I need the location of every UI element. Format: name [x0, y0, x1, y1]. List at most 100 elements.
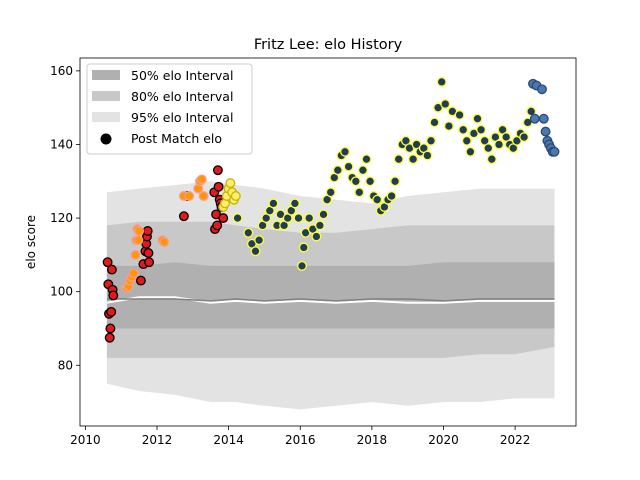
data-point-s3-61 — [458, 124, 469, 135]
data-point-s0-8 — [108, 290, 119, 301]
data-point-s3-42 — [386, 191, 397, 201]
data-point-s3-71 — [494, 139, 504, 150]
median-line — [106, 298, 555, 302]
y-axis: 80 100 120 140 160 — [50, 64, 80, 372]
y-tick-label-0: 80 — [58, 358, 73, 372]
data-point-s3-68 — [483, 143, 494, 154]
data-point-s0-9 — [135, 275, 146, 286]
legend-label-95: 95% elo Interval — [131, 110, 233, 125]
data-point-s3-3 — [250, 246, 261, 257]
data-point-s1-13 — [184, 191, 195, 201]
data-point-s1-16 — [196, 174, 207, 185]
data-point-s1-17 — [198, 191, 209, 201]
data-point-s3-43 — [390, 176, 401, 187]
x-tick-label-0: 2010 — [70, 433, 101, 447]
data-point-s4-5 — [540, 126, 551, 137]
data-point-s3-34 — [357, 165, 368, 176]
data-point-s0-22 — [212, 220, 223, 231]
data-point-s0-24 — [213, 181, 224, 192]
data-point-s3-4 — [254, 235, 265, 246]
legend-label-post-match: Post Match elo — [131, 131, 222, 146]
x-tick-label-5: 2020 — [428, 433, 459, 447]
data-point-s2-7 — [230, 191, 241, 201]
data-point-s3-15 — [293, 213, 304, 224]
y-tick-label-2: 120 — [50, 211, 73, 225]
data-point-s3-52 — [422, 150, 433, 161]
data-point-s3-14 — [289, 198, 300, 209]
data-point-s0-14 — [142, 226, 153, 236]
data-point-s3-62 — [461, 135, 472, 146]
data-point-s1-11 — [159, 237, 170, 247]
data-point-s3-21 — [311, 231, 322, 242]
post-match-points — [102, 76, 560, 343]
data-point-s3-63 — [465, 146, 476, 157]
data-point-s4-1 — [529, 113, 540, 124]
data-point-s3-53 — [426, 135, 436, 146]
data-point-s2-4 — [225, 178, 236, 189]
data-point-s0-15 — [143, 248, 154, 258]
legend-swatch-50 — [92, 70, 120, 80]
x-axis: 2010 2012 2014 2016 2018 2020 2022 — [70, 426, 530, 447]
data-point-s1-4 — [128, 268, 139, 279]
x-tick-label-4: 2018 — [357, 433, 388, 447]
mean-line — [106, 296, 555, 304]
data-point-s1-8 — [133, 235, 144, 246]
data-point-s0-0 — [102, 257, 113, 268]
data-point-s3-65 — [472, 113, 483, 124]
x-tick-label-2: 2014 — [213, 433, 244, 447]
x-tick-label-3: 2016 — [285, 433, 316, 447]
data-point-s3-8 — [268, 198, 279, 209]
data-point-s3-0 — [232, 213, 243, 224]
data-point-s0-5 — [106, 306, 117, 317]
legend-swatch-95 — [92, 112, 120, 122]
data-point-s3-36 — [365, 176, 376, 187]
data-point-s3-56 — [436, 76, 447, 87]
data-point-s3-78 — [519, 132, 530, 143]
x-tick-label-6: 2022 — [500, 433, 531, 447]
data-point-s3-57 — [440, 99, 451, 109]
data-point-s3-38 — [372, 194, 383, 205]
data-point-s1-9 — [134, 226, 145, 236]
legend-swatch-80 — [92, 91, 120, 101]
chart-title: Fritz Lee: elo History — [254, 37, 403, 53]
data-point-s3-17 — [298, 242, 309, 253]
data-point-s3-48 — [408, 154, 419, 165]
interval-bands — [106, 181, 555, 410]
data-point-s3-25 — [325, 187, 336, 198]
data-point-s3-35 — [361, 154, 372, 165]
data-point-s3-33 — [354, 187, 365, 198]
legend-label-80: 80% elo Interval — [131, 89, 233, 104]
y-tick-label-1: 100 — [50, 285, 73, 299]
plot-frame — [79, 57, 577, 427]
legend-label-50: 50% elo Interval — [131, 68, 233, 83]
legend-marker-post-match — [100, 133, 112, 145]
data-point-s0-6 — [106, 264, 117, 275]
central-lines — [106, 296, 555, 304]
data-point-s3-66 — [476, 124, 487, 135]
data-point-s3-29 — [340, 146, 350, 157]
data-point-s3-23 — [318, 209, 329, 220]
data-point-s3-54 — [429, 117, 440, 128]
legend: 50% elo Interval 80% elo Interval 95% el… — [86, 63, 253, 155]
data-point-s0-17 — [178, 211, 189, 222]
data-point-s3-69 — [486, 154, 497, 165]
band-50 — [106, 262, 555, 329]
x-tick-label-1: 2012 — [142, 433, 173, 447]
data-point-s3-32 — [350, 176, 361, 187]
data-point-s3-58 — [443, 121, 454, 132]
data-point-s0-16 — [144, 257, 155, 268]
data-point-s0-23 — [212, 165, 223, 176]
y-axis-label: elo score — [24, 215, 38, 269]
data-point-s4-10 — [549, 146, 560, 157]
legend-box — [86, 63, 253, 155]
data-point-s4-4 — [538, 113, 549, 124]
data-point-s3-27 — [332, 165, 343, 176]
data-point-s3-60 — [454, 110, 465, 120]
data-point-s3-22 — [314, 220, 325, 231]
data-point-s3-16 — [297, 260, 307, 271]
y-tick-label-3: 140 — [50, 137, 73, 151]
data-point-s4-3 — [537, 84, 547, 95]
y-tick-label-4: 160 — [50, 64, 73, 78]
data-point-s0-28 — [218, 213, 229, 224]
